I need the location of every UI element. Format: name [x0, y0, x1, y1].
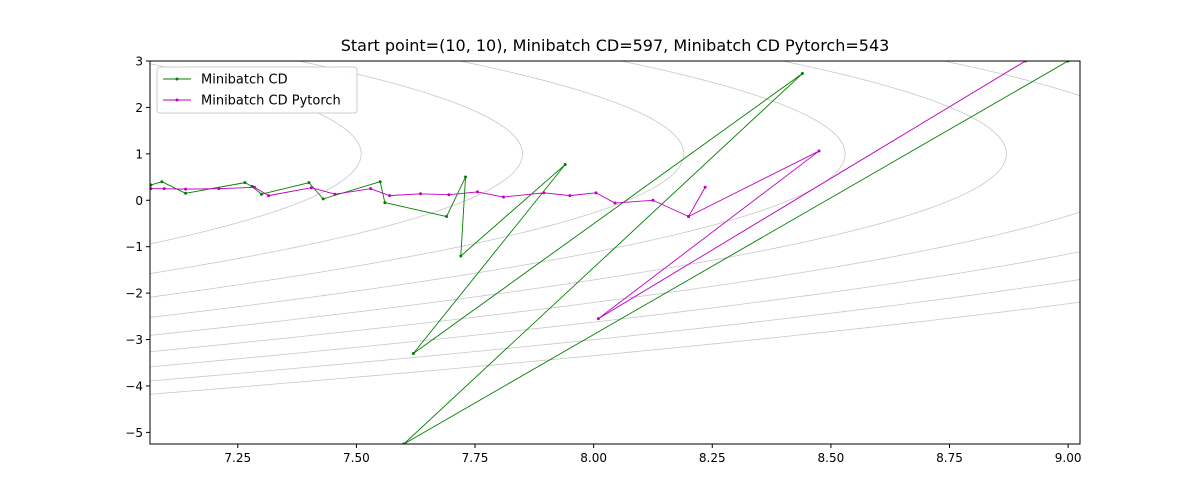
series-1-point-14	[542, 191, 546, 195]
series-0-point-8	[378, 180, 382, 184]
series-0-point-13	[563, 163, 567, 167]
x-tick-label: 8.00	[580, 451, 607, 465]
x-tick-label: 7.75	[462, 451, 489, 465]
series-0-point-6	[307, 181, 311, 185]
data-series	[150, 61, 1070, 444]
series-0-point-0	[150, 183, 153, 187]
legend-swatch-marker-0	[175, 77, 179, 81]
y-tick-label: −2	[125, 287, 143, 301]
series-1-point-3	[217, 187, 221, 191]
series-1-point-23	[596, 317, 600, 321]
contour-line-4	[150, 61, 1007, 336]
x-tick-label: 7.50	[343, 451, 370, 465]
series-1-point-22	[817, 149, 821, 153]
chart-title: Start point=(10, 10), Minibatch CD=597, …	[341, 36, 890, 55]
contour-line-2	[150, 61, 685, 298]
series-1-point-7	[333, 192, 337, 196]
series-1-point-18	[651, 198, 655, 202]
series-line-0	[150, 61, 1069, 444]
series-0-point-5	[260, 192, 264, 196]
y-tick-label: 2	[135, 101, 143, 115]
series-1-point-8	[369, 187, 373, 191]
series-1-point-21	[687, 215, 691, 219]
series-1-point-6	[309, 186, 313, 190]
series-0-point-2	[184, 191, 188, 195]
legend-label-1: Minibatch CD Pytorch	[201, 94, 341, 109]
series-1-point-15	[568, 194, 572, 198]
x-tick-label: 8.75	[936, 451, 963, 465]
series-1-point-10	[418, 192, 422, 196]
x-tick-label: 7.25	[224, 451, 251, 465]
legend-swatch-marker-1	[175, 98, 179, 102]
legend-label-0: Minibatch CD	[201, 73, 288, 88]
y-tick-label: −4	[125, 379, 143, 393]
series-0-point-3	[243, 181, 247, 185]
contour-line-1	[150, 61, 523, 274]
x-tick-label: 9.00	[1055, 451, 1082, 465]
plot-frame	[149, 60, 1081, 445]
series-1-point-2	[184, 187, 188, 191]
series-1-point-12	[475, 190, 479, 194]
axes: 7.25 7.50 7.75 8.00 8.25 8.50 8.75 9.00 −5 −4 −3 −2…	[125, 55, 1081, 466]
contour-line-6	[150, 251, 1080, 368]
y-tick-label: 3	[135, 55, 143, 69]
y-tick-label: −3	[125, 333, 143, 347]
legend: Minibatch CD Minibatch CD Pytorch	[156, 66, 358, 114]
series-1-point-9	[388, 194, 392, 198]
series-1-point-11	[447, 193, 451, 197]
y-tick-label: 1	[135, 147, 143, 161]
series-0-point-15	[800, 72, 804, 76]
legend-box	[156, 66, 358, 114]
series-0-point-10	[445, 215, 449, 219]
series-0-point-7	[321, 197, 325, 201]
series-0-point-12	[459, 254, 463, 258]
series-0-point-14	[411, 351, 415, 355]
series-1-point-20	[703, 185, 707, 189]
contour-line-5	[150, 61, 1080, 353]
series-0-point-1	[160, 180, 164, 184]
series-0-point-11	[464, 175, 468, 179]
series-1-point-1	[162, 187, 166, 191]
series-1-point-17	[613, 201, 617, 205]
series-1-point-13	[501, 195, 505, 199]
y-tick-label: −1	[125, 240, 143, 254]
x-tick-label: 8.25	[699, 451, 726, 465]
y-tick-label: −5	[125, 426, 143, 440]
y-tick-label: 0	[135, 194, 143, 208]
series-0-point-9	[383, 201, 387, 205]
contour-line-3	[150, 61, 846, 318]
series-1-point-5	[267, 194, 271, 198]
series-1-point-16	[594, 191, 598, 195]
series-1-point-4	[252, 185, 256, 189]
x-tick-label: 8.50	[818, 451, 845, 465]
series-1-point-0	[150, 187, 153, 191]
